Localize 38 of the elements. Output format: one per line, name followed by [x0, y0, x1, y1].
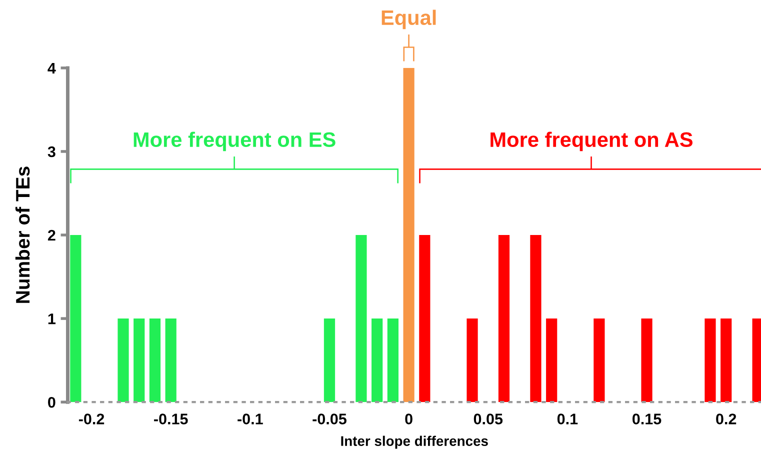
- bar: [324, 318, 336, 402]
- bar: [641, 318, 652, 402]
- bar: [594, 318, 605, 402]
- x-axis-title: Inter slope differences: [341, 436, 488, 449]
- bar: [466, 318, 478, 402]
- y-axis-title: Number of TEs: [15, 166, 30, 303]
- bar: [498, 235, 510, 402]
- text: Equal: [382, 10, 436, 30]
- bar: [149, 318, 161, 402]
- x-tick-label: -0.2: [78, 414, 104, 424]
- annotation: More frequent on ES: [134, 132, 336, 152]
- x-tick-label: 0.15: [632, 414, 662, 424]
- x-tick-label: -0.15: [154, 414, 188, 424]
- y-tick-label: 0: [48, 396, 56, 408]
- bar: [419, 235, 430, 402]
- y-tick-label: 2: [48, 230, 56, 241]
- bar: [165, 318, 176, 402]
- y-tick-label: 1: [48, 314, 56, 324]
- x-tick-label: -0.05: [312, 414, 346, 424]
- bar: [372, 318, 383, 402]
- x-tick-label: 0.1: [557, 414, 578, 424]
- y-tick-label: 3: [48, 146, 56, 158]
- bar: [530, 235, 542, 402]
- x-tick-label: -0.1: [238, 414, 263, 424]
- y-tick-label: 4: [48, 62, 56, 74]
- bar: [704, 318, 716, 402]
- x-tick-label: 0.2: [716, 414, 736, 424]
- x-tick-label: 0: [405, 414, 412, 424]
- x-tick-label: 0.05: [474, 414, 503, 424]
- bar: [546, 318, 558, 402]
- bar: [134, 318, 145, 402]
- bar: [387, 318, 398, 402]
- bar: [356, 235, 367, 402]
- annotation: More frequent on AS: [490, 132, 692, 152]
- bar: [720, 318, 732, 402]
- bar: [403, 68, 414, 402]
- bar: [70, 235, 82, 402]
- bar: [118, 318, 129, 402]
